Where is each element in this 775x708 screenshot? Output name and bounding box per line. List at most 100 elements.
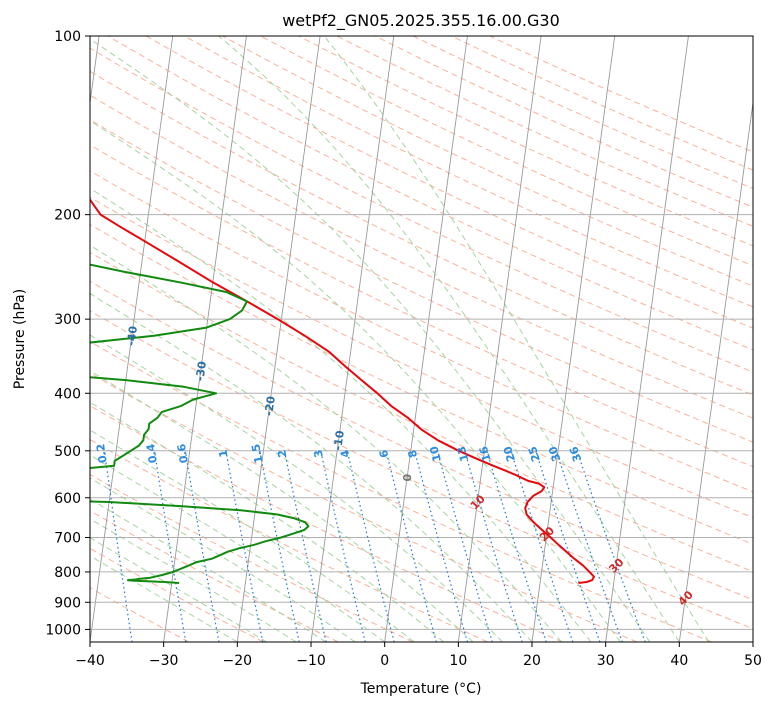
y-tick-label: 900 xyxy=(54,595,81,611)
mixing-ratio-line xyxy=(436,450,493,642)
dry-adiabats xyxy=(90,36,753,642)
isotherm-label: -40 xyxy=(124,325,140,347)
dry-adiabat-line xyxy=(90,405,563,642)
mixing-ratio-line xyxy=(184,450,220,642)
isotherm-label: -10 xyxy=(331,429,347,451)
mixing-ratio-lines xyxy=(103,450,646,642)
mixing-ratio-label: 16 xyxy=(477,444,494,463)
dry-adiabat-line xyxy=(222,36,753,287)
isotherm-label: -20 xyxy=(262,395,278,417)
y-tick-label: 600 xyxy=(54,491,81,507)
isotherm-line xyxy=(531,36,616,642)
isotherm-line xyxy=(163,36,247,642)
mixing-ratio-label: 20 xyxy=(501,444,518,463)
mixing-ratio-label: 4 xyxy=(338,448,352,459)
isotherm-line xyxy=(678,99,753,642)
y-tick-label: 500 xyxy=(54,444,81,460)
x-tick-label: 50 xyxy=(744,653,762,669)
plot-frame xyxy=(89,35,754,643)
dry-adiabat-line xyxy=(90,280,753,601)
mixing-ratio-label: 36 xyxy=(567,444,584,463)
moist-adiabat-line xyxy=(90,477,356,642)
mixing-ratio-line xyxy=(103,450,133,642)
dry-adiabat-line xyxy=(90,547,264,642)
isotherm-line xyxy=(605,36,689,642)
isotherm-line xyxy=(384,36,468,642)
moist-adiabat-line xyxy=(90,38,651,642)
mixing-ratio-line xyxy=(153,450,187,642)
moist-adiabat-line xyxy=(90,334,503,642)
moist-adiabat-line xyxy=(90,401,444,642)
mixing-ratio-label: 1.5 xyxy=(249,443,265,465)
x-tick-label: 10 xyxy=(449,653,467,669)
mixing-ratio-label: 0.4 xyxy=(144,442,160,464)
chart-title: wetPf2_GN05.2025.355.16.00.G30 xyxy=(282,11,560,31)
y-axis: 100 200 300 400 500 600 700 800 900 1000 xyxy=(45,29,90,638)
mixing-ratio-label: 2 xyxy=(275,449,289,459)
x-axis-title: Temperature (°C) xyxy=(360,681,482,697)
x-tick-label: −10 xyxy=(296,653,326,669)
y-tick-label: 1000 xyxy=(45,622,81,638)
y-tick-label: 100 xyxy=(54,29,81,45)
y-tick-label: 800 xyxy=(54,565,81,581)
y-tick-label: 700 xyxy=(54,531,81,547)
mixing-ratio-label: 25 xyxy=(526,445,543,464)
dry-adiabat-line xyxy=(90,438,488,642)
dry-adiabat-line xyxy=(90,510,339,642)
temperature-trace xyxy=(90,197,595,584)
mixing-ratio-label: 30 xyxy=(546,444,563,463)
dry-adiabat-line xyxy=(90,170,753,493)
x-tick-label: 40 xyxy=(670,653,688,669)
moist-adiabat-line xyxy=(90,537,268,642)
moist-adiabat-line xyxy=(90,518,297,642)
isotherm-label: 0 xyxy=(401,473,415,483)
mixing-ratio-label: 8 xyxy=(406,448,421,459)
moist-adiabat-line xyxy=(90,187,592,642)
x-tick-label: −30 xyxy=(149,653,179,669)
sounding-traces xyxy=(90,197,595,584)
plot-area: 0.10.20.40.611.52346810131620253036-100-… xyxy=(90,36,753,642)
moist-adiabat-line xyxy=(90,370,474,642)
mixing-ratio-line xyxy=(486,450,547,642)
dry-adiabat-line xyxy=(90,94,753,419)
moist-adiabat-line xyxy=(90,244,562,642)
y-tick-label: 200 xyxy=(54,208,81,224)
y-tick-label: 400 xyxy=(54,386,81,402)
moist-adiabats xyxy=(90,36,710,642)
x-axis: −40 −30 −20 −10 0 10 20 30 40 50 xyxy=(75,642,762,669)
dry-adiabat-line xyxy=(90,70,753,396)
dry-adiabat-line xyxy=(90,310,753,630)
mixing-ratio-label: 0.2 xyxy=(94,443,109,464)
isotherm-line xyxy=(457,36,542,642)
dry-adiabat-line xyxy=(90,372,638,642)
isotherm-line xyxy=(236,36,321,642)
mixing-ratio-line xyxy=(464,450,523,642)
mixing-ratio-label: 3 xyxy=(311,449,325,459)
moist-adiabat-line xyxy=(90,555,238,642)
pressure-gridlines xyxy=(90,214,753,630)
moist-adiabat-line xyxy=(90,454,385,642)
isotherm-label: -30 xyxy=(193,360,209,382)
x-tick-label: −40 xyxy=(75,653,105,669)
y-axis-title: Pressure (hPa) xyxy=(12,289,28,389)
mixing-ratio-label: 10 xyxy=(427,444,444,463)
moist-adiabat-line xyxy=(218,36,680,642)
moist-adiabat-line xyxy=(90,292,533,642)
mixing-ratio-label: 13 xyxy=(455,445,472,463)
dry-adiabat-line xyxy=(90,196,753,519)
mixing-ratio-line xyxy=(385,450,437,642)
dewpoint-trace xyxy=(90,263,310,584)
x-tick-label: 20 xyxy=(523,653,541,669)
x-tick-label: 30 xyxy=(597,653,615,669)
mixing-ratio-label: 0.6 xyxy=(175,442,191,464)
line-labels: 0.10.20.40.611.52346810131620253036-100-… xyxy=(94,325,696,609)
x-tick-label: 0 xyxy=(380,653,389,669)
y-tick-label: 300 xyxy=(54,312,81,328)
dry-adiabat-line xyxy=(90,340,712,642)
dry-adiabat-line xyxy=(107,36,753,351)
x-tick-label: −20 xyxy=(223,653,253,669)
mixing-ratio-label: 1 xyxy=(216,449,230,459)
mixing-ratio-label: 6 xyxy=(377,448,392,459)
dry-adiabat-line xyxy=(145,36,753,329)
